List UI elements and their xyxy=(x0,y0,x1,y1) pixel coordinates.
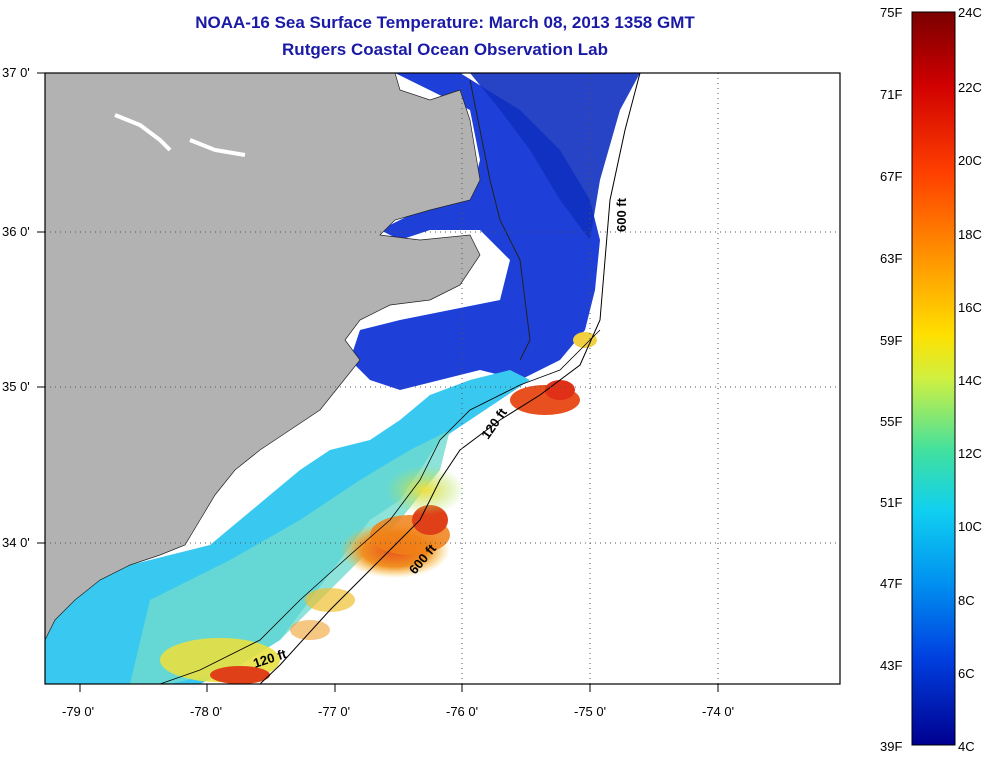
colorbar-f-label: 51F xyxy=(880,495,903,510)
colorbar-f-label: 63F xyxy=(880,251,903,266)
lon-label: -76 0' xyxy=(446,704,478,719)
lat-label: 36 0' xyxy=(2,224,30,239)
lon-label: -78 0' xyxy=(190,704,222,719)
colorbar-f-label: 39F xyxy=(880,739,903,754)
rivers xyxy=(114,113,246,157)
colorbar-f-label: 71F xyxy=(880,87,903,102)
isobath-600 xyxy=(259,72,641,685)
colorbar-f-label: 47F xyxy=(880,576,903,591)
lon-label: -75 0' xyxy=(574,704,606,719)
colorbar-c-label: 10C xyxy=(958,519,982,534)
lon-label: -77 0' xyxy=(318,704,350,719)
colorbar-f-label: 55F xyxy=(880,414,903,429)
lat-label: 37 0' xyxy=(2,65,30,80)
isobath-120 xyxy=(159,329,601,685)
colorbar-c-label: 6C xyxy=(958,666,975,681)
colorbar-c-label: 8C xyxy=(958,593,975,608)
colorbar-c-label: 14C xyxy=(958,373,982,388)
colorbar-c-label: 12C xyxy=(958,446,982,461)
map-subtitle: Rutgers Coastal Ocean Observation Lab xyxy=(282,40,608,59)
colorbar-c-label: 22C xyxy=(958,80,982,95)
colorbar-f-label: 43F xyxy=(880,658,903,673)
lon-label: -79 0' xyxy=(62,704,94,719)
colorbar-c-label: 20C xyxy=(958,153,982,168)
colorbar-c-label: 4C xyxy=(958,739,975,754)
map-frame xyxy=(44,72,841,685)
map-title: NOAA-16 Sea Surface Temperature: March 0… xyxy=(195,13,695,32)
colorbar-c-label: 18C xyxy=(958,227,982,242)
colorbar-f-label: 67F xyxy=(880,169,903,184)
lat-label: 35 0' xyxy=(2,379,30,394)
lat-label: 34 0' xyxy=(2,535,30,550)
sst-field xyxy=(45,73,640,684)
colorbar-f-label: 75F xyxy=(880,5,903,20)
isobath-label: 600 ft xyxy=(614,197,629,232)
colorbar-c-label: 24C xyxy=(958,5,982,20)
colorbar xyxy=(911,11,956,746)
land-area xyxy=(44,72,481,641)
outer-banks xyxy=(469,79,531,361)
colorbar-c-label: 16C xyxy=(958,300,982,315)
lon-label: -74 0' xyxy=(702,704,734,719)
graticule xyxy=(45,73,840,684)
colorbar-f-label: 59F xyxy=(880,333,903,348)
